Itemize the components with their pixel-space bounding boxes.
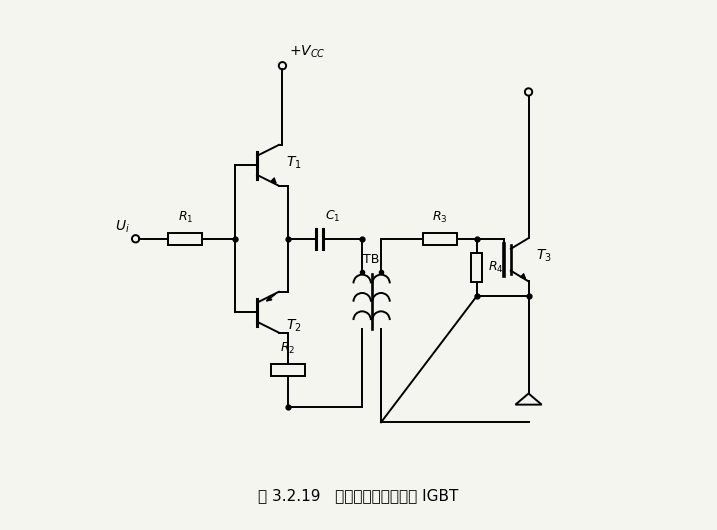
Text: $+V_{CC}$: $+V_{CC}$ xyxy=(289,44,326,60)
Text: $R_1$: $R_1$ xyxy=(178,209,193,225)
Bar xyxy=(423,233,457,244)
Text: $T_1$: $T_1$ xyxy=(285,155,301,171)
Text: $R_2$: $R_2$ xyxy=(280,341,295,356)
Text: $U_i$: $U_i$ xyxy=(115,219,129,235)
Bar xyxy=(471,253,483,282)
Bar xyxy=(168,233,202,244)
Text: $R_4$: $R_4$ xyxy=(488,260,504,275)
Bar xyxy=(270,364,305,376)
Text: TB: TB xyxy=(364,253,380,266)
Text: $C_1$: $C_1$ xyxy=(326,209,341,224)
Text: $T_3$: $T_3$ xyxy=(536,248,552,264)
Text: $R_3$: $R_3$ xyxy=(432,209,447,225)
Text: 图 3.2.19   利用脉冲变压器驱动 IGBT: 图 3.2.19 利用脉冲变压器驱动 IGBT xyxy=(258,488,459,503)
Text: $T_2$: $T_2$ xyxy=(285,317,301,333)
